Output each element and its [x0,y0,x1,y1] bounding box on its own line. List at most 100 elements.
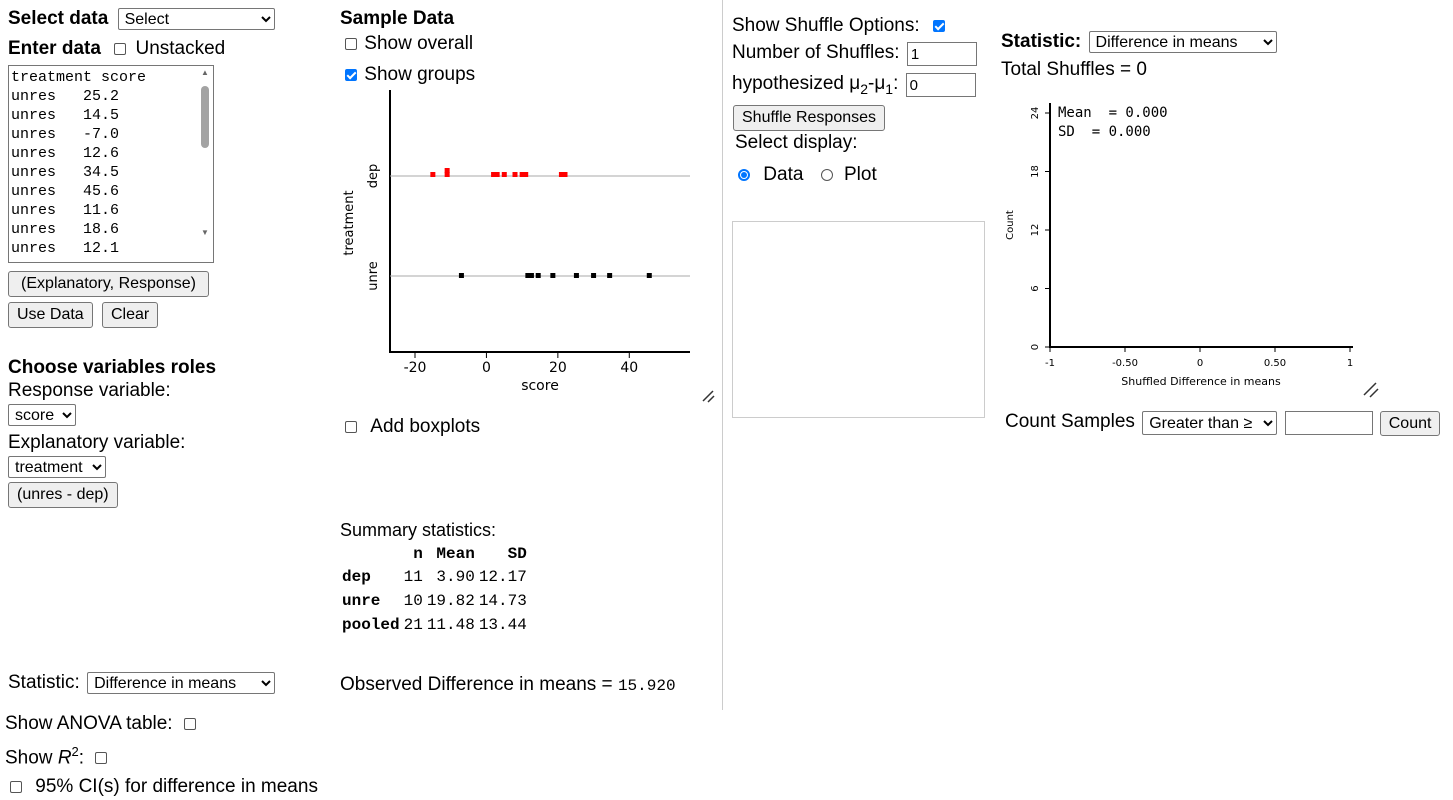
hist-ylabel: Count [1005,210,1016,240]
summary-table: n Mean SD dep 11 3.90 12.17 unre 10 19.8… [340,543,529,637]
show-groups-row: Show groups [345,64,475,86]
dotplot-point-unre [458,273,464,278]
clear-button[interactable]: Clear [102,302,159,328]
dotplot-point-dep [444,168,450,173]
roles-heading: Choose variables roles [8,357,217,378]
dotplot-point-dep [494,172,500,177]
r2-label-sup: 2 [71,744,79,759]
anova-checkbox[interactable] [183,717,196,730]
statistic-label-left: Statistic: [8,672,80,693]
r2-label-post: : [78,747,85,769]
select-data-row: Select data Select [8,8,275,30]
hist-x-tick-label: 0.50 [1264,358,1286,369]
select-data-dropdown[interactable]: Select [117,8,275,30]
shuffle-display-box [732,221,985,418]
num-shuffles-row: Number of Shuffles: [732,42,977,66]
unstacked-checkbox[interactable] [114,42,127,55]
count-threshold-input[interactable] [1285,411,1374,435]
hist-x-tick-label: -0.50 [1112,358,1138,369]
hist-xlabel: Shuffled Difference in means [1121,375,1281,388]
observed-statistic: Observed Difference in means = 15.920 [340,674,676,696]
r2-label-pre: Show [5,747,58,769]
hist-y-tick-label: 12 [1030,224,1041,237]
r2-row: Show R2: [5,744,108,769]
show-shuffle-options-checkbox[interactable] [932,19,945,32]
statistic-row-left: Statistic: Difference in means [8,672,276,694]
hist-y-tick-label: 6 [1030,285,1041,291]
dotplot-point-dep [444,172,450,177]
response-variable-select[interactable]: score [8,404,76,426]
statistic-select-right[interactable]: Difference in means [1088,31,1277,53]
dotplot-tick-label: 0 [482,360,491,376]
summary-row-pooled: pooled 21 11.48 13.44 [342,616,527,634]
hist-x-tick-label: 0 [1197,358,1203,369]
show-overall-checkbox[interactable] [345,37,357,50]
unstacked-label: Unstacked [135,38,226,59]
dotplot-point-unre [646,273,652,278]
add-boxplots-row: Add boxplots [345,416,480,438]
sample-dotplot: dep unre treatment score -20 0 20 40 [342,90,715,403]
total-shuffles: Total Shuffles = 0 [1001,59,1147,80]
add-boxplots-checkbox[interactable] [345,420,357,433]
observed-label: Observed Difference in means = [340,674,618,695]
dotplot-tick-label: 40 [620,360,638,376]
dotplot-point-dep [501,172,507,177]
dotplot-point-unre [550,273,556,278]
category-label-dep: dep [366,164,381,189]
show-shuffle-options-row: Show Shuffle Options: [732,15,945,37]
dotplot-point-dep [562,172,568,177]
shuffle-responses-button[interactable]: Shuffle Responses [733,105,886,131]
category-label-unre: unre [366,261,381,291]
dotplot-point-dep [519,172,525,177]
hist-mean-annotation: Mean = 0.000 [1058,105,1168,121]
hist-resize-handle [1363,382,1379,398]
r2-checkbox[interactable] [95,752,108,765]
divider-sample-shuffle [722,0,723,710]
explanatory-variable-label: Explanatory variable: [8,432,186,453]
add-boxplots-label: Add boxplots [370,416,481,437]
textarea-scrollbar[interactable]: ▲ ▼ [201,68,209,237]
use-data-button[interactable]: Use Data [8,302,93,328]
statistic-row-right: Statistic: Difference in means [1001,31,1277,53]
count-mode-select[interactable]: Greater than ≥ [1142,411,1278,435]
count-button[interactable]: Count [1379,411,1441,436]
ci-label: 95% CI(s) for difference in means [35,776,318,797]
anova-label: Show ANOVA table: [5,713,173,734]
select-data-label: Select data [8,8,109,29]
dotplot-tick-label: 20 [549,360,567,376]
ci-row: 95% CI(s) for difference in means [10,776,318,798]
statistic-select-left[interactable]: Difference in means [87,672,276,694]
hist-x-tick-label: -1 [1045,358,1055,369]
response-variable-label: Response variable: [8,380,171,401]
num-shuffles-input[interactable] [906,42,977,66]
summary-header-sd: SD [507,545,527,563]
dotplot-point-dep [512,172,518,177]
show-groups-label: Show groups [364,64,476,85]
hist-y-tick-label: 18 [1030,165,1041,178]
show-groups-checkbox[interactable] [345,68,357,81]
observed-value: 15.920 [617,677,676,695]
dotplot-point-dep [523,172,529,177]
ci-checkbox[interactable] [10,780,22,793]
dotplot-ylabel: treatment [342,190,357,255]
dotplot-point-dep [491,172,497,177]
summary-row-unre: unre 10 19.82 14.73 [342,592,527,610]
explanatory-response-button[interactable]: (Explanatory, Response) [8,271,209,297]
explanatory-variable-select[interactable]: treatment [8,456,106,478]
enter-data-label: Enter data [8,38,101,59]
display-plot-radio[interactable] [820,168,833,181]
hypothesized-row: hypothesized μ2-μ1: [732,73,976,97]
hyp-sub1: 1 [885,80,894,97]
dotplot-axes: dep unre treatment score [342,90,690,394]
dotplot-point-unre [573,273,579,278]
group-order-button[interactable]: (unres - dep) [8,482,118,508]
summary-header-mean: Mean [436,545,475,563]
show-overall-row: Show overall [345,33,473,55]
r2-label-r: R [57,747,72,769]
display-plot-label: Plot [843,164,877,185]
summary-heading: Summary statistics: [340,520,497,540]
data-textarea[interactable]: treatment score unres 25.2 unres 14.5 un… [8,65,214,263]
dotplot-xlabel: score [521,378,559,394]
display-data-radio[interactable] [738,168,750,181]
hypothesized-input[interactable] [905,73,976,97]
